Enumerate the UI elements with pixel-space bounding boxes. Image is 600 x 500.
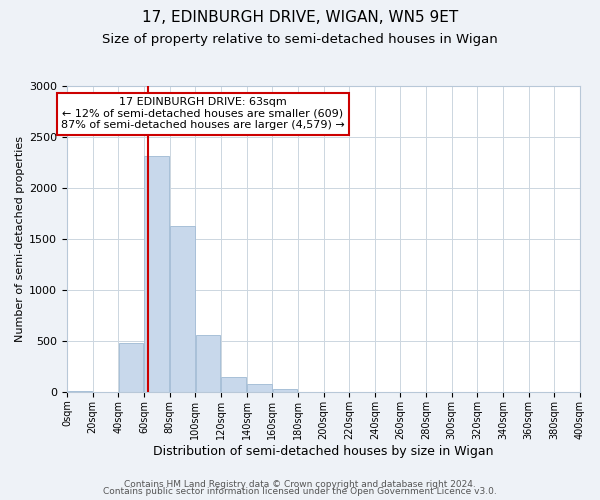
Bar [170, 226, 195, 392]
Text: Contains HM Land Registry data © Crown copyright and database right 2024.: Contains HM Land Registry data © Crown c… [124, 480, 476, 489]
X-axis label: Distribution of semi-detached houses by size in Wigan: Distribution of semi-detached houses by … [153, 444, 494, 458]
Bar [68, 391, 92, 392]
Bar [196, 335, 220, 392]
Y-axis label: Number of semi-detached properties: Number of semi-detached properties [15, 136, 25, 342]
Bar [247, 384, 272, 392]
Bar [273, 389, 298, 392]
Text: 17 EDINBURGH DRIVE: 63sqm
← 12% of semi-detached houses are smaller (609)
87% of: 17 EDINBURGH DRIVE: 63sqm ← 12% of semi-… [61, 97, 345, 130]
Bar [145, 156, 169, 392]
Bar [221, 376, 246, 392]
Bar [119, 343, 143, 392]
Text: Size of property relative to semi-detached houses in Wigan: Size of property relative to semi-detach… [102, 32, 498, 46]
Text: 17, EDINBURGH DRIVE, WIGAN, WN5 9ET: 17, EDINBURGH DRIVE, WIGAN, WN5 9ET [142, 10, 458, 25]
Text: Contains public sector information licensed under the Open Government Licence v3: Contains public sector information licen… [103, 487, 497, 496]
